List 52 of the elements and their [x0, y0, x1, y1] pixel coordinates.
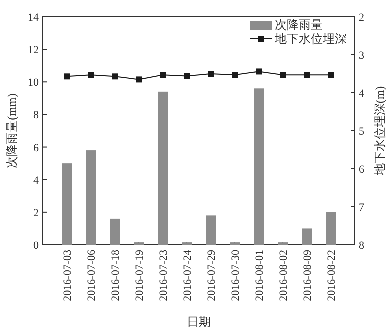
y2-tick-label: 5	[359, 126, 365, 138]
y-tick-label: 0	[34, 240, 40, 252]
x-tick-label: 2016-07-23	[158, 250, 170, 302]
x-tick-label: 2016-08-02	[278, 250, 290, 302]
legend-label: 地下水位埋深	[274, 32, 347, 46]
bar	[326, 212, 336, 245]
bar	[62, 164, 72, 245]
y2-axis-title: 地下水位埋深(m)	[373, 86, 387, 177]
x-axis-title: 日期	[187, 315, 211, 329]
y-tick-label: 10	[28, 77, 40, 90]
point	[184, 73, 190, 80]
y2-tick-label: 3	[359, 50, 365, 62]
bar	[86, 150, 96, 245]
y2-tick-label: 7	[359, 202, 365, 214]
x-tick-label: 2016-08-22	[326, 250, 338, 302]
point	[64, 74, 70, 80]
x-tick-label: 2016-07-18	[110, 250, 122, 302]
y-tick-label: 8	[34, 110, 40, 122]
point	[280, 72, 286, 78]
point	[208, 71, 214, 77]
y-tick-label: 14	[28, 12, 40, 24]
x-tick-label: 2016-08-09	[302, 250, 314, 302]
point	[160, 72, 166, 78]
point	[304, 72, 310, 78]
point	[136, 76, 142, 83]
x-tick-label: 2016-07-19	[134, 250, 146, 302]
y-tick-label: 4	[34, 174, 40, 187]
x-tick-label: 2016-07-24	[182, 250, 194, 302]
x-tick-label: 2016-07-29	[206, 250, 218, 302]
bar	[206, 216, 216, 245]
bar	[302, 228, 312, 245]
y-axis-title: 次降雨量(mm)	[5, 94, 19, 168]
bar	[110, 218, 120, 245]
x-tick-label: 2016-07-30	[230, 250, 242, 302]
y-tick-label: 6	[34, 142, 40, 154]
y2-tick-label: 4	[359, 88, 365, 100]
x-tick-label: 2016-08-01	[254, 250, 266, 302]
y2-tick-label: 2	[359, 12, 364, 24]
bar	[158, 92, 168, 245]
x-tick-label: 2016-07-06	[86, 250, 98, 302]
point	[232, 72, 238, 78]
legend-label: 次降雨量	[275, 18, 323, 32]
y-tick-label: 2	[34, 207, 39, 220]
point	[112, 74, 118, 80]
y2-tick-label: 8	[359, 240, 365, 252]
x-tick-label: 2016-07-03	[62, 250, 74, 302]
bar	[254, 88, 264, 245]
point	[256, 68, 262, 75]
y-tick-label: 12	[28, 44, 39, 57]
y2-tick-label: 6	[359, 164, 365, 176]
point	[328, 72, 334, 78]
point	[88, 72, 94, 78]
